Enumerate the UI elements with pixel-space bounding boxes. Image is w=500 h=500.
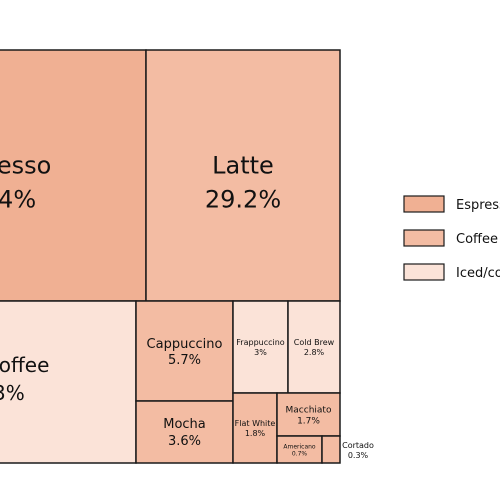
legend-item-espresso-based: Espresso-based xyxy=(403,195,500,213)
cell-name-label: Cold Brew xyxy=(294,338,335,347)
cell-name-label: Cortado xyxy=(342,441,374,450)
treemap-cell-mocha: Mocha 3.6% xyxy=(135,400,234,464)
treemap-rect xyxy=(276,392,341,437)
cell-name-label: Latte xyxy=(212,152,274,180)
cell-name-label: Americano xyxy=(283,444,316,451)
treemap-cell-latte: Latte 29.2% xyxy=(145,49,341,302)
treemap-cells: Espresso 31.4% Latte 29.2% Iced Coffee 19.3% C… xyxy=(0,49,374,464)
cell-name-label: Flat White xyxy=(235,419,276,428)
treemap-rect xyxy=(135,400,234,464)
legend-label: Iced/cold xyxy=(456,266,500,281)
cell-value-label: 0.7% xyxy=(292,451,308,458)
treemap-rect xyxy=(135,300,234,402)
legend-swatch xyxy=(403,195,445,213)
legend: Espresso-based Coffee with milk Iced/cold xyxy=(403,195,500,281)
cell-value-label: 0.3% xyxy=(348,451,369,460)
cell-name-label: Espresso xyxy=(0,152,51,180)
cell-name-label: Cappuccino xyxy=(147,337,223,352)
treemap-rect xyxy=(321,435,341,464)
cell-value-label: 2.8% xyxy=(304,348,325,357)
legend-swatch xyxy=(403,263,445,281)
cell-value-label: 29.2% xyxy=(205,186,281,214)
legend-item-coffee-with-milk: Coffee with milk xyxy=(403,229,500,247)
cell-value-label: 5.7% xyxy=(168,353,201,368)
cell-value-label: 1.8% xyxy=(245,429,266,438)
cell-value-label: 3.6% xyxy=(168,434,201,449)
treemap-rect xyxy=(0,300,137,464)
cell-value-label: 31.4% xyxy=(0,186,36,214)
legend-label: Espresso-based xyxy=(456,198,500,213)
treemap-cell-iced-coffee: Iced Coffee 19.3% xyxy=(0,300,137,464)
treemap-cell-espresso: Espresso 31.4% xyxy=(0,49,147,302)
cell-value-label: 1.7% xyxy=(297,417,320,427)
treemap-rect xyxy=(232,392,278,464)
treemap-rect xyxy=(145,49,341,302)
legend-label: Coffee with milk xyxy=(456,232,500,247)
cell-name-label: Macchiato xyxy=(286,406,332,416)
legend-item-iced-cold: Iced/cold xyxy=(403,263,500,281)
treemap-rect xyxy=(287,300,341,394)
cell-value-label: 3% xyxy=(254,348,267,357)
cell-name-label: Mocha xyxy=(163,417,206,432)
cell-value-label: 19.3% xyxy=(0,381,25,405)
legend-swatch xyxy=(403,229,445,247)
cell-name-label: Frappuccino xyxy=(236,338,285,347)
treemap-rect xyxy=(232,300,289,394)
cell-name-label: Iced Coffee xyxy=(0,353,49,377)
